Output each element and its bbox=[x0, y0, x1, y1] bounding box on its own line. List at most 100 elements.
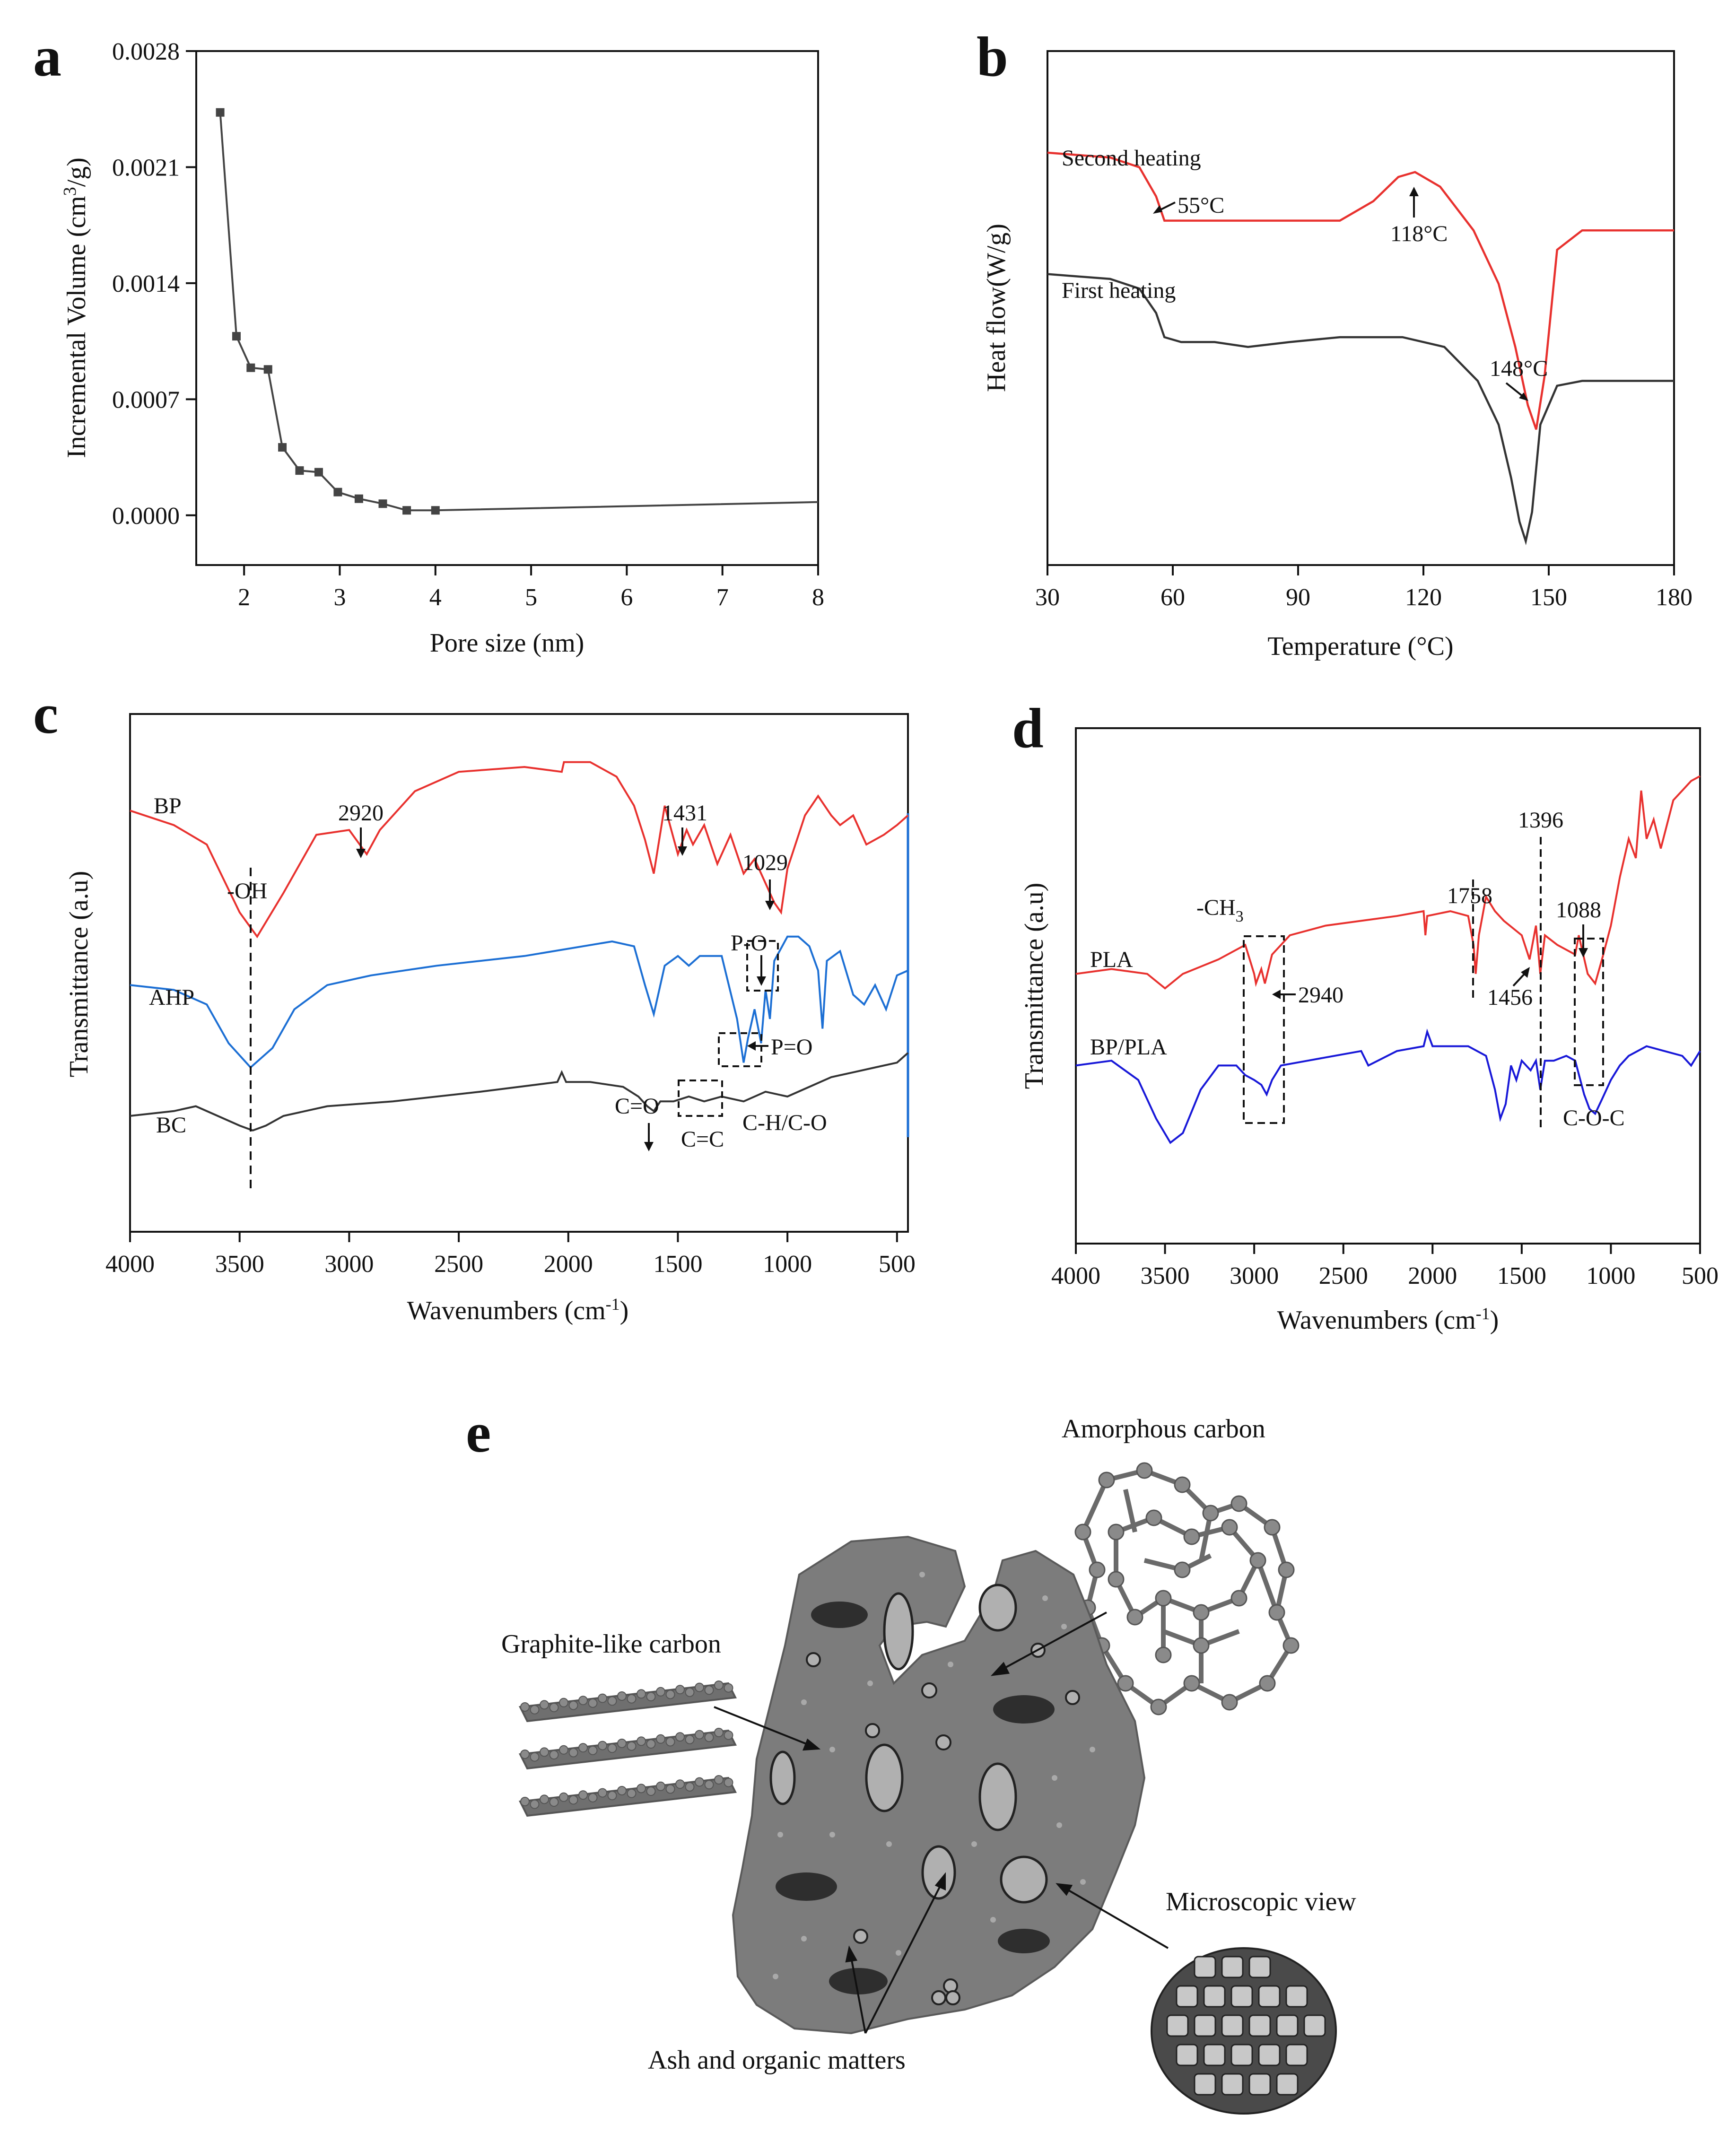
x-tick-label: 30 bbox=[1035, 584, 1060, 611]
annotation-1431: 1431 bbox=[662, 801, 707, 826]
pore bbox=[921, 1845, 956, 1900]
panel-b-series-second-heating bbox=[1047, 151, 1674, 430]
pore bbox=[1000, 1855, 1048, 1904]
x-tick-label: 180 bbox=[1656, 584, 1692, 611]
carbon-atom bbox=[1221, 1694, 1238, 1711]
panel-b-xlabel: Temperature (°C) bbox=[1267, 632, 1453, 661]
x-tick-label: 4000 bbox=[1051, 1262, 1100, 1289]
micro-cell bbox=[1166, 2014, 1189, 2037]
carbon-atom bbox=[1202, 1505, 1219, 1522]
particle-pores bbox=[769, 1584, 1080, 2005]
micro-cell bbox=[1276, 2073, 1299, 2096]
carbon-atom bbox=[1155, 1646, 1172, 1663]
annotation-55c: 55°C bbox=[1178, 193, 1224, 218]
pore bbox=[865, 1743, 904, 1812]
x-tick-label: 3000 bbox=[324, 1251, 374, 1278]
label-ash-organic: Ash and organic matters bbox=[648, 2046, 906, 2075]
ash-flake bbox=[993, 1695, 1055, 1724]
annotation-ch-co: C-H/C-O bbox=[742, 1110, 827, 1135]
arrow-head bbox=[757, 976, 766, 986]
carbon-atom bbox=[1145, 1509, 1162, 1526]
particle-body bbox=[732, 1535, 1146, 2035]
x-tick-label: 6 bbox=[620, 584, 633, 611]
carbon-atom bbox=[1230, 1495, 1247, 1512]
small-pore bbox=[935, 1734, 951, 1750]
panel-b-ylabel: Heat flow(W/g) bbox=[982, 224, 1011, 392]
data-point bbox=[402, 506, 411, 515]
speckle bbox=[1080, 1879, 1086, 1885]
pore bbox=[978, 1584, 1017, 1632]
particle-speckles bbox=[773, 1572, 1095, 1979]
x-tick-label: 90 bbox=[1286, 584, 1310, 611]
micro-cell bbox=[1194, 2014, 1216, 2037]
panel-c-annotations: -OH 2920 1431 1029 P-O P=O C=O C=C C-H/C… bbox=[227, 801, 827, 1192]
annotation-2940: 2940 bbox=[1298, 983, 1343, 1008]
label-amorphous-carbon: Amorphous carbon bbox=[1062, 1414, 1265, 1444]
x-tick-label: 3500 bbox=[215, 1251, 264, 1278]
carbon-atom bbox=[1136, 1462, 1153, 1479]
arrow-head bbox=[678, 846, 687, 856]
carbon-atom bbox=[1117, 1675, 1134, 1692]
p-o-double-dashed-box bbox=[718, 1032, 762, 1067]
p-o-dashed-box bbox=[746, 940, 779, 992]
micro-cell bbox=[1303, 2014, 1326, 2037]
panel-d-letter: d bbox=[1012, 696, 1044, 759]
arrow-head bbox=[1521, 967, 1530, 978]
x-tick-label: 60 bbox=[1160, 584, 1185, 611]
speckle bbox=[886, 1841, 892, 1847]
data-point bbox=[314, 468, 323, 477]
label-microscopic-view: Microscopic view bbox=[1166, 1887, 1356, 1916]
arrow-head bbox=[1519, 392, 1528, 401]
micro-cell bbox=[1194, 1956, 1216, 1978]
c-c-dashed-box bbox=[678, 1080, 723, 1117]
microscopic-view-ellipse bbox=[1151, 1947, 1337, 2115]
y-tick-label: 0.0021 bbox=[112, 154, 180, 181]
arrow-head bbox=[1409, 187, 1419, 196]
carbon-atom bbox=[1074, 1524, 1091, 1541]
speckle bbox=[1056, 1822, 1062, 1828]
x-tick-label: 4 bbox=[429, 584, 442, 611]
panel-e-letter: e bbox=[466, 1401, 491, 1464]
carbon-atom bbox=[1230, 1590, 1247, 1607]
carbon-atom bbox=[1282, 1637, 1300, 1654]
x-tick-label: 2000 bbox=[1408, 1262, 1457, 1289]
panel-d-series-bp-pla bbox=[1075, 1028, 1701, 1144]
carbon-atom bbox=[1108, 1524, 1125, 1541]
micro-cell bbox=[1248, 1956, 1271, 1978]
x-tick-label: 500 bbox=[879, 1251, 916, 1278]
carbon-atom bbox=[1249, 1552, 1266, 1569]
speckle bbox=[990, 1917, 996, 1923]
speckle bbox=[867, 1680, 873, 1686]
ash-flake bbox=[811, 1602, 868, 1628]
micro-cell bbox=[1230, 1985, 1253, 2008]
panel-c-ticks: 4000 3500 3000 2500 2000 1500 1000 500 bbox=[105, 1232, 916, 1278]
carbon-atom bbox=[1259, 1675, 1276, 1692]
annotation-148c: 148°C bbox=[1490, 356, 1548, 381]
micro-cell bbox=[1221, 2073, 1244, 2096]
x-tick-label: 2500 bbox=[434, 1251, 483, 1278]
x-tick-label: 3 bbox=[333, 584, 346, 611]
micro-cell bbox=[1258, 2044, 1281, 2066]
annotation-1029: 1029 bbox=[742, 850, 788, 875]
x-tick-label: 8 bbox=[812, 584, 824, 611]
micro-cell bbox=[1176, 2044, 1198, 2066]
amorphous-carbon-cluster bbox=[1080, 1468, 1294, 1710]
panel-c-series-bp bbox=[130, 761, 909, 939]
small-pore bbox=[853, 1929, 868, 1944]
carbon-atom bbox=[1089, 1561, 1106, 1578]
speckle bbox=[971, 1841, 977, 1847]
speckle bbox=[773, 1974, 778, 1979]
panel-b-annotations: 55°C 118°C 148°C bbox=[1153, 187, 1548, 401]
annotation-c-o: C=O bbox=[615, 1094, 659, 1119]
y-tick-label: 0.0007 bbox=[112, 386, 180, 413]
carbon-atom bbox=[1098, 1471, 1115, 1489]
data-point bbox=[295, 466, 304, 475]
annotation-c-c: C=C bbox=[681, 1127, 724, 1152]
annotation-1456: 1456 bbox=[1487, 985, 1533, 1010]
micro-cell bbox=[1194, 2073, 1216, 2096]
y-tick-label: 0.0000 bbox=[112, 503, 180, 530]
graphite-layer bbox=[518, 1680, 737, 1723]
speckle bbox=[1090, 1747, 1095, 1752]
panel-b-frame bbox=[1047, 50, 1675, 566]
data-point bbox=[354, 494, 363, 503]
